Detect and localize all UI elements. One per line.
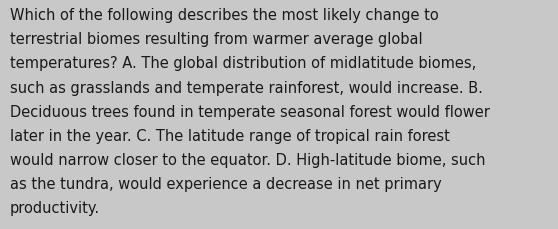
Text: would narrow closer to the equator. D. High-latitude biome, such: would narrow closer to the equator. D. H… — [10, 152, 485, 167]
Text: later in the year. C. The latitude range of tropical rain forest: later in the year. C. The latitude range… — [10, 128, 450, 143]
Text: as the tundra, would experience a decrease in net primary: as the tundra, would experience a decrea… — [10, 176, 442, 191]
Text: Deciduous trees found in temperate seasonal forest would flower: Deciduous trees found in temperate seaso… — [10, 104, 490, 119]
Text: productivity.: productivity. — [10, 200, 100, 215]
Text: Which of the following describes the most likely change to: Which of the following describes the mos… — [10, 8, 439, 23]
Text: temperatures? A. The global distribution of midlatitude biomes,: temperatures? A. The global distribution… — [10, 56, 477, 71]
Text: such as grasslands and temperate rainforest, would increase. B.: such as grasslands and temperate rainfor… — [10, 80, 483, 95]
Text: terrestrial biomes resulting from warmer average global: terrestrial biomes resulting from warmer… — [10, 32, 422, 47]
